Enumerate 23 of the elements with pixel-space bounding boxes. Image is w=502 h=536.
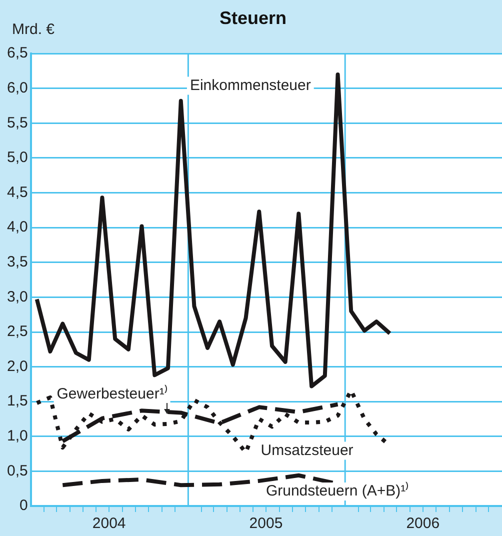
y-tick-label: 2,0 xyxy=(6,358,28,375)
series-label: Grundsteuern (A+B)¹⁾ xyxy=(266,482,409,500)
y-tick-label: 3,5 xyxy=(6,254,28,271)
y-tick-label: 3,0 xyxy=(6,288,28,306)
chart-title: Steuern xyxy=(219,8,287,28)
y-tick-label: 6,0 xyxy=(6,80,28,97)
y-tick-label: 1,0 xyxy=(6,428,28,445)
x-tick-label: 2006 xyxy=(406,515,440,532)
y-axis-title: Mrd. € xyxy=(12,21,56,38)
y-tick-label: 0,5 xyxy=(6,462,28,480)
y-tick-label: 4,5 xyxy=(6,184,28,201)
y-tick-label: 2,5 xyxy=(6,323,28,340)
series-label: Umsatzsteuer xyxy=(260,442,354,459)
y-tick-label: 5,0 xyxy=(6,149,28,166)
series-label: Gewerbesteuer¹⁾ xyxy=(56,384,168,402)
x-tick-label: 2005 xyxy=(249,515,283,532)
y-tick-label: 6,5 xyxy=(6,44,28,62)
x-tick-label: 2004 xyxy=(92,515,126,532)
y-tick-label: 5,5 xyxy=(6,114,28,132)
y-tick-label: 4,0 xyxy=(6,218,28,236)
y-tick-label: 1,5 xyxy=(6,392,28,410)
y-tick-label: 0 xyxy=(20,497,28,514)
series-label: Einkommensteuer xyxy=(190,76,311,94)
